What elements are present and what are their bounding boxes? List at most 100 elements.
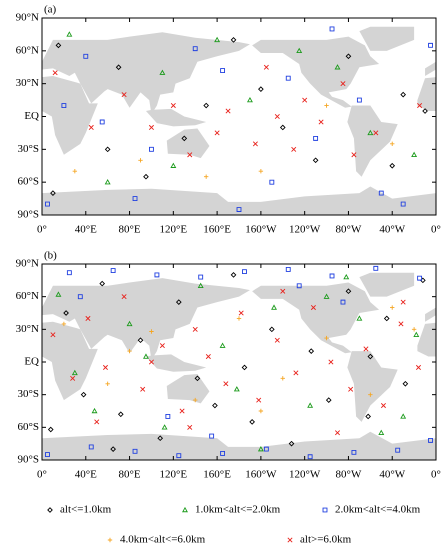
data-point	[323, 293, 330, 299]
data-point	[389, 162, 396, 169]
data-point	[230, 272, 237, 278]
data-point	[402, 380, 409, 387]
data-point	[373, 130, 379, 136]
data-point	[280, 376, 285, 381]
data-point	[154, 272, 160, 278]
data-point	[328, 359, 334, 365]
data-point	[296, 283, 302, 289]
data-point	[63, 310, 69, 316]
legend-marker	[107, 537, 113, 543]
data-point	[356, 97, 362, 103]
data-point	[203, 174, 209, 179]
data-point	[285, 267, 291, 272]
y-tick-label: 60°N	[16, 290, 39, 302]
data-point	[390, 141, 395, 147]
legend-marker	[47, 507, 53, 513]
data-point	[334, 430, 341, 436]
legend-label: alt<=1.0km	[60, 504, 112, 516]
y-tick-label: EQ	[24, 356, 39, 368]
x-tick-label: 160°W	[245, 224, 277, 236]
data-point	[400, 201, 406, 207]
land	[359, 272, 415, 297]
data-point	[312, 157, 319, 164]
data-point	[428, 437, 433, 443]
land	[417, 322, 436, 357]
x-tick-label: 80°E	[118, 224, 140, 236]
data-point	[105, 381, 110, 386]
x-tick-label: 120°W	[289, 224, 321, 236]
data-point	[291, 146, 297, 152]
data-point	[428, 42, 433, 48]
panel-label: (a)	[44, 4, 57, 16]
data-point	[194, 375, 201, 382]
x-tick-label: 120°W	[289, 469, 321, 481]
y-tick-label: 60°S	[17, 421, 39, 433]
land	[425, 307, 436, 322]
data-point	[373, 265, 379, 271]
x-tick-label: 40°E	[75, 469, 97, 481]
data-point	[411, 151, 418, 158]
data-point	[72, 169, 78, 174]
data-point	[88, 124, 94, 130]
data-point	[345, 53, 352, 60]
data-point	[307, 454, 313, 460]
data-point	[127, 348, 132, 354]
data-point	[77, 294, 83, 300]
land	[42, 76, 98, 155]
data-point	[258, 408, 264, 414]
data-point	[269, 179, 275, 185]
data-point	[310, 305, 316, 311]
y-tick-label: 90°S	[17, 454, 39, 466]
land	[425, 61, 436, 77]
data-point	[159, 343, 165, 349]
data-point	[279, 124, 286, 131]
data-point	[329, 273, 335, 279]
data-point	[149, 329, 154, 334]
data-point	[417, 275, 423, 281]
data-point	[115, 64, 122, 71]
legend-marker	[322, 507, 328, 513]
data-point	[47, 426, 54, 433]
y-tick-label: 90°N	[16, 12, 39, 24]
legend-label: alt>=6.0km	[300, 534, 352, 546]
land	[145, 354, 207, 372]
data-point	[325, 397, 332, 403]
data-point	[363, 346, 369, 352]
data-point	[225, 108, 231, 114]
data-point	[383, 315, 390, 322]
data-point	[55, 291, 62, 297]
data-point	[198, 274, 204, 280]
data-point	[181, 135, 188, 142]
data-point	[263, 64, 269, 70]
data-point	[345, 288, 352, 295]
data-point	[85, 315, 91, 321]
data-point	[351, 449, 357, 455]
data-point	[368, 392, 373, 397]
y-tick-label: 30°N	[16, 323, 39, 335]
y-tick-label: 30°N	[16, 77, 39, 89]
land	[252, 36, 380, 108]
data-point	[165, 414, 171, 419]
data-point	[203, 102, 210, 109]
y-tick-label: 60°S	[17, 176, 39, 188]
data-point	[415, 364, 422, 370]
map-panel: 90°S 60°S 30°S EQ 30°N 60°N 90°N 0° 40°E 80°E 120°…	[16, 250, 441, 481]
y-tick-label: 90°S	[17, 209, 39, 221]
data-point	[88, 444, 94, 450]
data-point	[223, 381, 229, 387]
data-point	[302, 97, 308, 103]
data-point	[233, 386, 240, 392]
data-point	[187, 152, 193, 158]
data-point	[417, 103, 423, 109]
x-tick-label: 80°W	[336, 469, 362, 481]
data-point	[99, 280, 106, 287]
data-point	[117, 411, 124, 418]
data-point	[258, 86, 264, 92]
x-tick-label: 160°E	[203, 224, 231, 236]
data-point	[324, 103, 329, 108]
data-point	[380, 403, 386, 409]
data-point	[157, 435, 164, 442]
data-point	[271, 304, 277, 310]
x-tick-label: 0°	[37, 224, 47, 236]
